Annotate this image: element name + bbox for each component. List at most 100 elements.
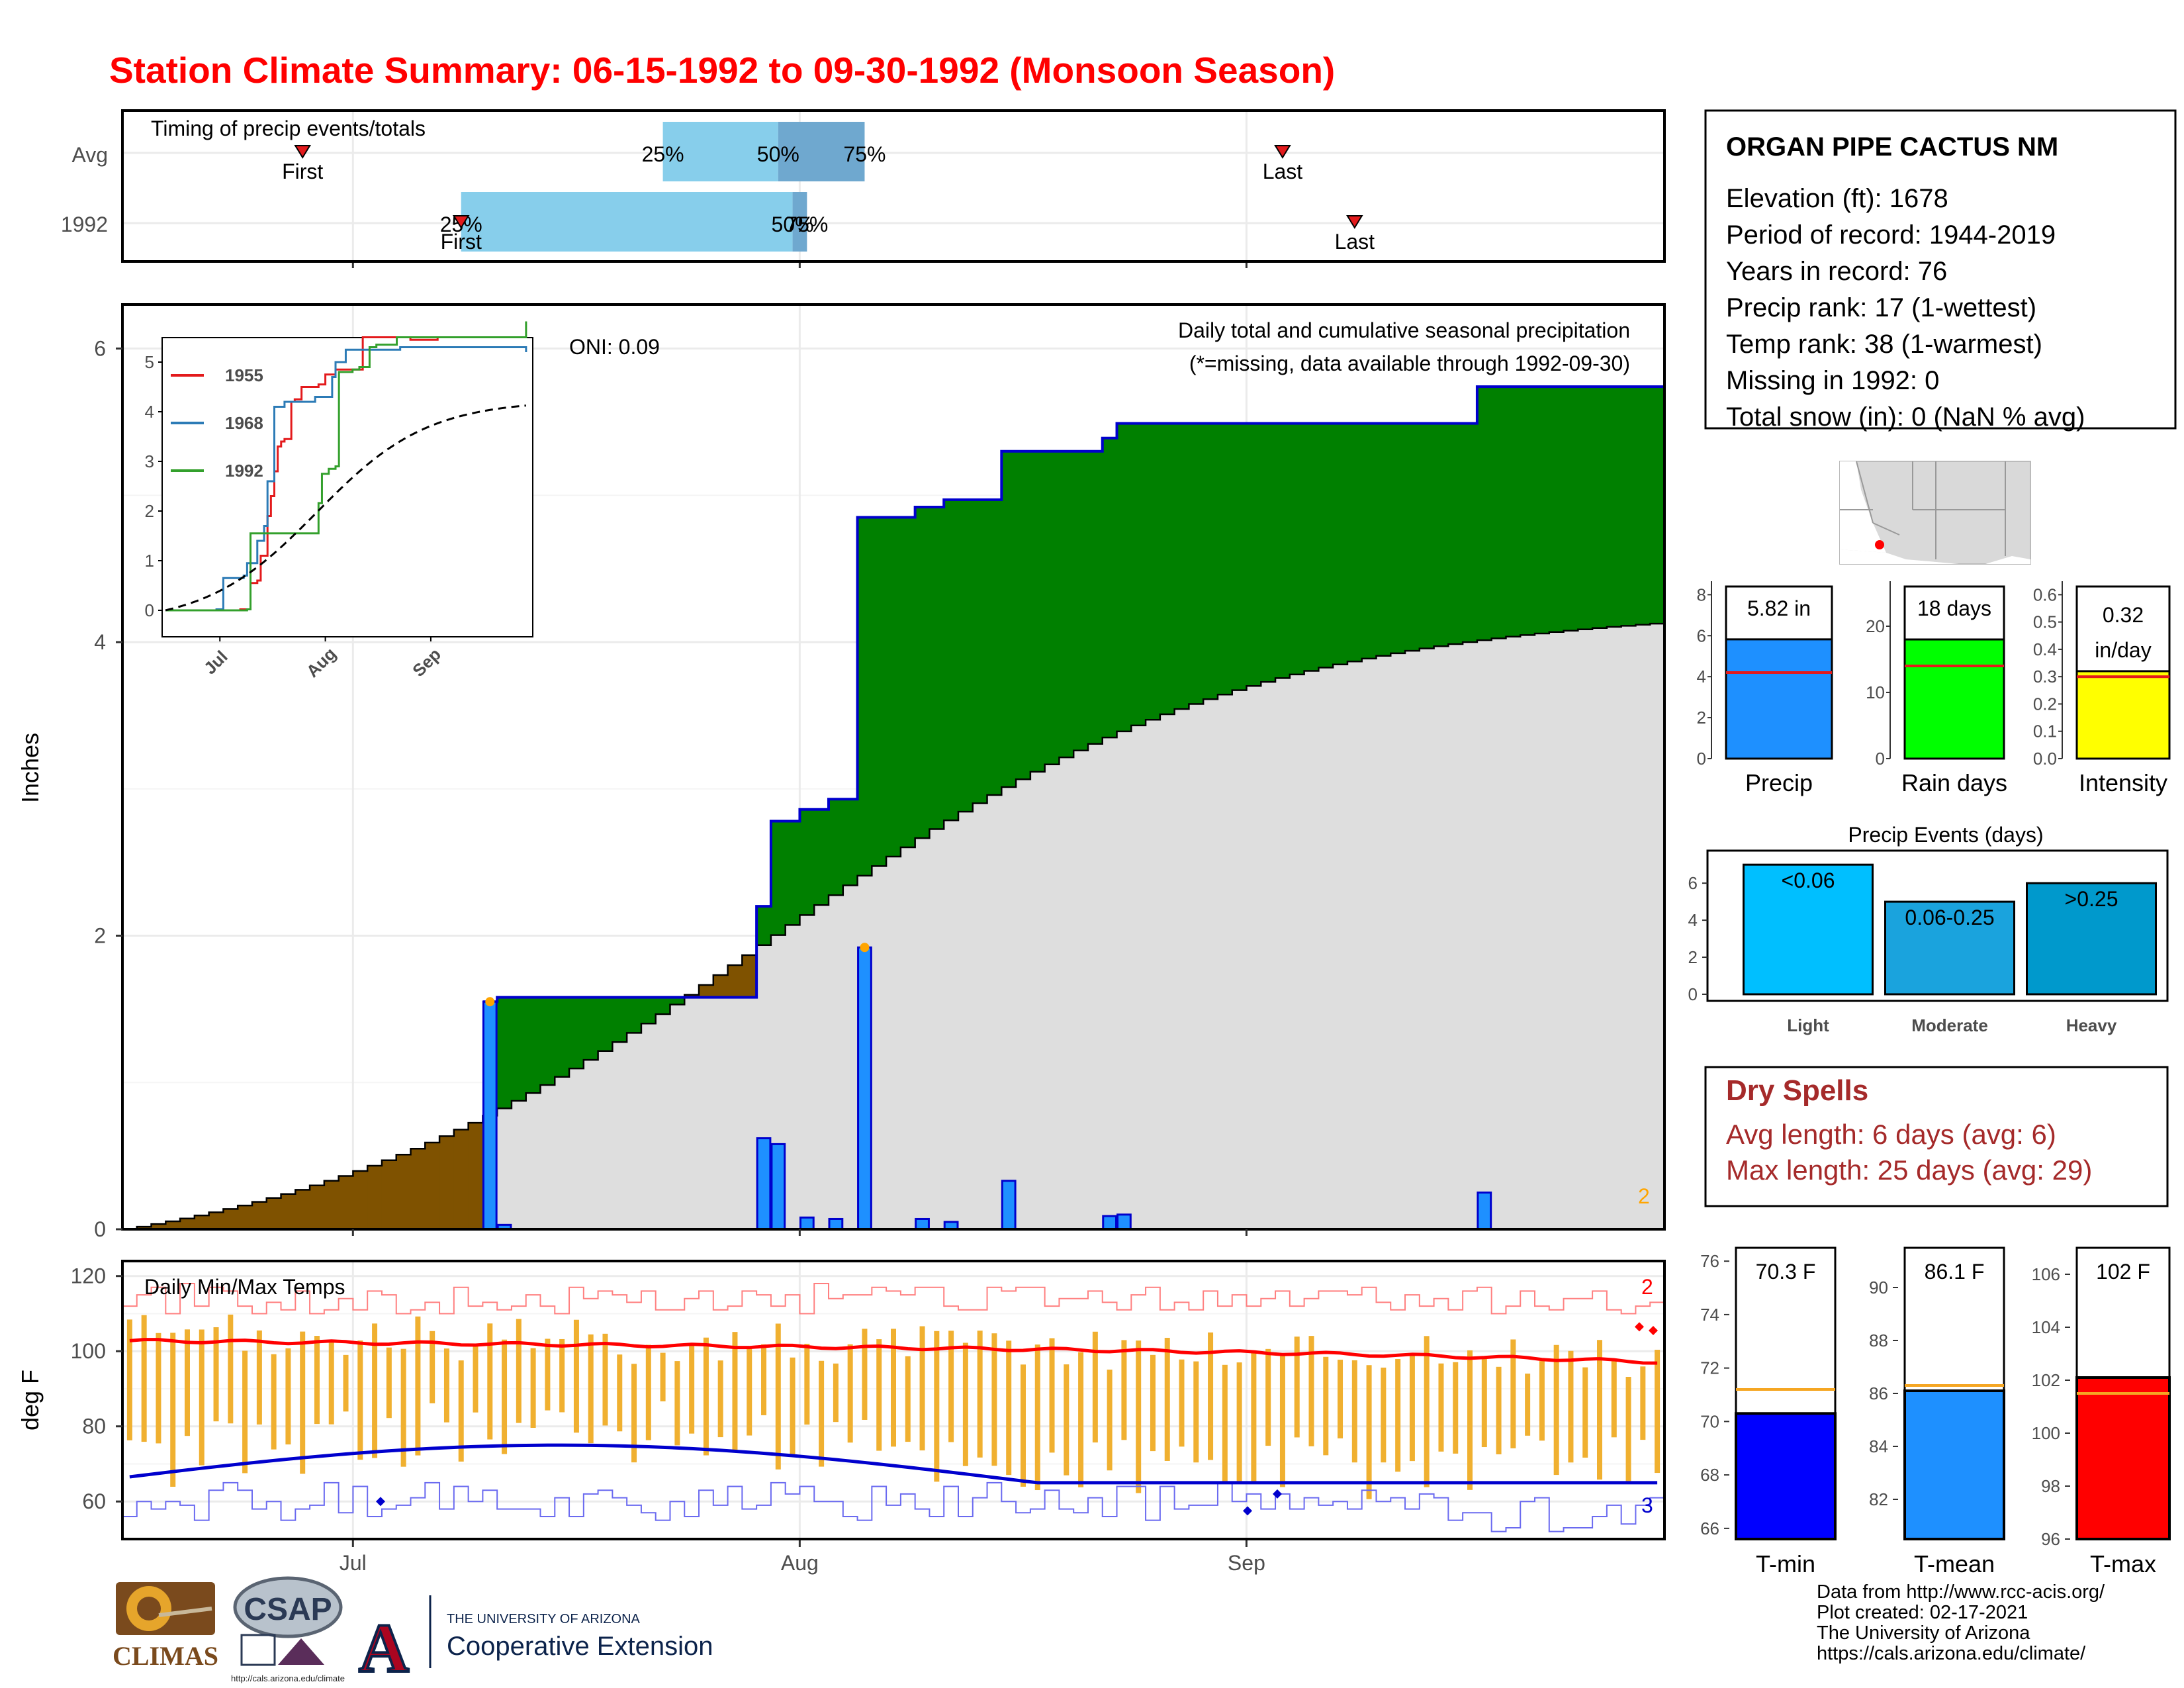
timing-1992-p50-label: 50% <box>772 212 814 236</box>
surplus-segment <box>1578 387 1593 630</box>
tmax-stat-ytick-label: 98 <box>2041 1476 2060 1496</box>
daily-temp-range-bar <box>1351 1360 1357 1463</box>
daily-max-marker <box>485 997 495 1007</box>
tmean-stat-name: T-mean <box>1914 1550 1995 1577</box>
temp-ytick-label: 60 <box>82 1489 106 1513</box>
daily-temp-range-bar <box>1136 1340 1142 1493</box>
daily-temp-range-bar <box>1366 1365 1372 1499</box>
daily-temp-range-bar <box>386 1347 392 1419</box>
surplus-segment <box>1592 387 1608 628</box>
timing-1992-last-marker <box>1346 215 1363 229</box>
surplus-segment <box>583 997 599 1060</box>
avg-min-line <box>129 1443 1658 1485</box>
deficit-segment <box>453 1129 469 1229</box>
daily-temp-range-bar <box>1020 1364 1026 1487</box>
inset-ytick-label: 1 <box>145 551 154 571</box>
surplus-segment <box>1044 451 1060 765</box>
daily-temp-range-bar <box>1034 1344 1040 1491</box>
timing-1992-first-label: First <box>441 230 482 254</box>
csap-logo: CSAP http://cals.arizona.edu/climate <box>231 1576 345 1683</box>
daily-precip-bar <box>1001 1180 1017 1231</box>
deficit-segment <box>324 1180 340 1229</box>
dry-spells-box: Dry Spells Avg length: 6 days (avg: 6) M… <box>1704 1066 2169 1207</box>
daily-temp-range-bar <box>934 1331 940 1482</box>
inset-average-line <box>165 404 526 612</box>
raindays-stat-ytick-label: 10 <box>1866 682 1885 702</box>
raindays-stat-value-label: 18 days <box>1917 596 1991 620</box>
inset-ytick-label: 0 <box>145 600 154 620</box>
daily-temp-range-bar <box>1294 1336 1300 1438</box>
surplus-segment <box>1606 387 1622 628</box>
info-elevation: Elevation (ft): 1678 <box>1726 184 1948 213</box>
daily-temp-range-bar <box>1092 1331 1098 1443</box>
surplus-segment <box>612 997 627 1043</box>
surplus-segment <box>1203 423 1218 700</box>
surplus-segment <box>1520 387 1535 635</box>
daily-temp-range-bar <box>645 1344 651 1440</box>
events-bar <box>2026 882 2157 996</box>
deficit-segment <box>381 1160 397 1229</box>
daily-temp-range-bar <box>314 1336 320 1425</box>
deficit-segment <box>266 1197 282 1229</box>
tmean-stat-ytick-label: 84 <box>1869 1436 1888 1456</box>
daily-temp-range-bar <box>833 1363 839 1423</box>
daily-temp-range-bar <box>804 1343 810 1425</box>
precip-ylabel: Inches <box>17 733 44 803</box>
surplus-segment <box>655 997 671 1014</box>
daily-temp-range-bar <box>948 1331 954 1442</box>
events-ytick-label: 4 <box>1688 910 1698 930</box>
daily-temp-range-bar <box>430 1331 435 1403</box>
footer-line: The University of Arizona <box>1817 1622 2030 1644</box>
surplus-segment <box>1304 423 1319 671</box>
daily-temp-range-bar <box>689 1345 695 1434</box>
daily-temp-range-bar <box>516 1319 522 1423</box>
daily-temp-range-bar <box>602 1333 608 1426</box>
timing-1992-p75-label: 75% <box>786 212 828 236</box>
daily-temp-range-bar <box>674 1361 680 1446</box>
deficit-segment <box>151 1224 166 1229</box>
tmax-stat-value-bar <box>2075 1376 2171 1540</box>
daily-temp-range-bar <box>819 1360 825 1467</box>
daily-temp-range-bar <box>732 1332 738 1451</box>
daily-temp-range-bar <box>876 1339 882 1451</box>
tmin-stat-value-bar <box>1735 1412 1837 1540</box>
raindays-stat-value-bar <box>1903 638 2005 760</box>
temp-count-min: 3 <box>1641 1493 1653 1517</box>
daily-temp-range-bar <box>1064 1364 1069 1476</box>
daily-temp-range-bar <box>502 1339 508 1454</box>
daily-precip-bar <box>770 1143 786 1231</box>
record-marker <box>1649 1326 1658 1335</box>
inset-ytick-label: 4 <box>145 402 154 422</box>
tmin-stat-ytick-label: 70 <box>1700 1411 1719 1431</box>
temp-panel: Daily Min/Max Temps deg F 2 3 60 80 100 120… <box>17 1260 1666 1575</box>
inset-legend-label: 1968 <box>225 413 263 433</box>
daily-temp-range-bar <box>573 1319 579 1433</box>
precip-ytick-label: 4 <box>94 630 106 654</box>
daily-temp-range-bar <box>703 1337 709 1456</box>
footer-line: https://cals.arizona.edu/climate/ <box>1817 1643 2086 1664</box>
daily-temp-range-bar <box>328 1340 334 1425</box>
surplus-segment <box>1102 438 1118 738</box>
surplus-segment <box>1232 423 1248 690</box>
temp-ylabel: deg F <box>17 1370 44 1430</box>
surplus-segment <box>1087 451 1103 744</box>
precip-stat-name: Precip <box>1745 769 1813 796</box>
daily-temp-range-bar <box>271 1354 277 1450</box>
timing-avg-p75-label: 75% <box>843 142 886 166</box>
daily-temp-range-bar <box>1121 1340 1127 1440</box>
surplus-segment <box>1246 423 1261 686</box>
daily-temp-range-bar <box>242 1350 248 1474</box>
events-ytick-label: 2 <box>1688 947 1698 967</box>
daily-temp-range-bar <box>372 1323 378 1458</box>
surplus-segment <box>972 499 988 804</box>
surplus-segment <box>814 809 829 906</box>
intensity-stat-ytick-label: 0.4 <box>2033 639 2057 659</box>
climas-text: CLIMAS <box>113 1641 218 1671</box>
daily-temp-range-bar <box>256 1330 262 1425</box>
daily-temp-range-bar <box>1568 1350 1574 1463</box>
surplus-segment <box>1376 423 1391 656</box>
events-bar-label: <0.06 <box>1782 868 1835 892</box>
daily-temp-range-bar <box>1338 1360 1343 1438</box>
daily-temp-range-bar <box>1179 1359 1185 1447</box>
daily-temp-range-bar <box>559 1338 565 1413</box>
